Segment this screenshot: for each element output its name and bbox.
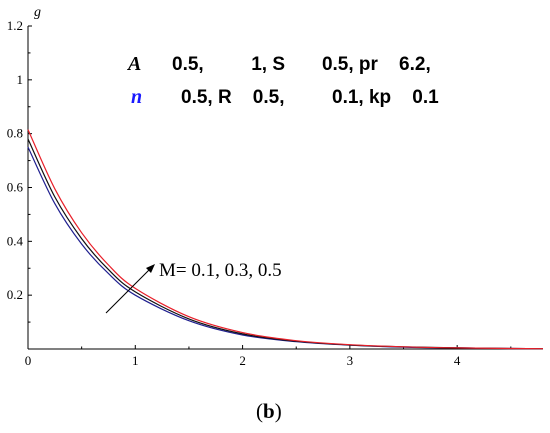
param-symbol-a: A [126,53,141,75]
y-tick-label: 0.8 [7,126,23,141]
y-axis-title: g [34,5,41,20]
annotation-text: M= 0.1, 0.3, 0.5 [159,260,282,281]
y-tick-label: 0.6 [7,180,24,195]
x-tick-label: 1 [132,353,139,368]
series-line-1 [27,146,544,350]
panel-label: (b) [256,399,282,423]
annotation-arrow [105,264,155,314]
x-tick-label: 2 [239,353,246,368]
panel-letter: b [263,399,275,423]
params-line-1-text: 0.5, 1, S 0.5, pr 6.2, [172,54,431,75]
params-line-2-text: 0.5, R 0.5, 0.1, kp 0.1 [181,87,439,108]
y-tick-label: 1 [17,72,24,87]
series-line-3 [27,129,544,350]
y-tick-label: 0.4 [7,233,24,248]
axes: 0 1 2 3 4 0.2 0.4 0.6 0.8 1 1.2 [7,18,543,368]
param-symbol-n: n [131,86,142,108]
series-line-2 [27,138,544,350]
series-group [27,129,544,350]
params-line-2: n 0.5, R 0.5, 0.1, kp 0.1 [131,86,439,108]
y-tick-label: 0.2 [7,287,23,302]
x-tick-label: 4 [454,353,461,368]
x-tick-label: 3 [347,353,354,368]
params-line-1: A 0.5, 1, S 0.5, pr 6.2, [126,53,431,75]
y-tick-label: 1.2 [7,18,23,33]
x-tick-label: 0 [25,353,32,368]
